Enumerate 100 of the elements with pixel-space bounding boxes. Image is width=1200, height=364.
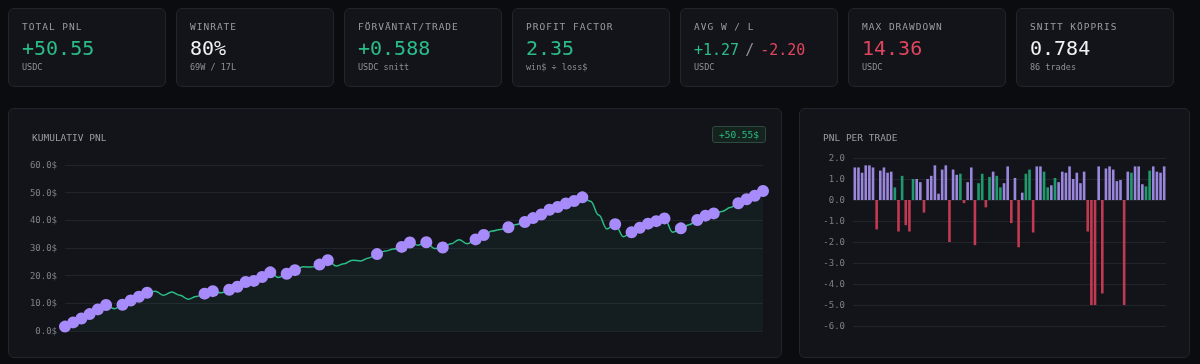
text: / (745, 41, 755, 59)
point (691, 214, 704, 227)
bar (1020, 192, 1024, 200)
y-tick-label: -3.0 (823, 258, 845, 268)
y-tick-label: -4.0 (823, 279, 845, 289)
text: win$ ÷ loss$ (526, 62, 589, 72)
y-tick-label: 60.0$ (29, 160, 57, 170)
y-tick-label: 20.0$ (29, 270, 57, 281)
bar (1010, 200, 1013, 224)
y-tick-label: -6.0 (823, 321, 845, 331)
point (757, 185, 769, 197)
point (436, 241, 449, 254)
bar (944, 165, 948, 200)
point (141, 286, 154, 299)
text: USDC (22, 62, 44, 72)
bar (980, 173, 984, 200)
point (576, 191, 589, 204)
bar (1068, 166, 1071, 200)
bar (1126, 171, 1130, 200)
bar (1006, 166, 1009, 200)
bar (1039, 166, 1042, 200)
text: +1.27 (694, 41, 740, 59)
point (502, 221, 515, 234)
bar (1148, 170, 1151, 200)
point (100, 299, 113, 311)
text: 14.36 (862, 36, 923, 60)
bar (1130, 172, 1133, 200)
point (674, 222, 687, 235)
text: TOTAL PNL (22, 21, 84, 32)
text: -2.20 (760, 41, 806, 59)
point (264, 266, 277, 279)
bar (988, 176, 991, 200)
y-tick-label: -2.0 (823, 237, 845, 247)
y-tick-label: 10.0$ (29, 298, 57, 309)
point (206, 285, 219, 298)
text: AVG W / L (694, 21, 756, 32)
point (403, 236, 416, 249)
bar (1017, 200, 1020, 248)
text: USDC snitt (358, 62, 411, 72)
bar (1035, 166, 1039, 200)
text: WINRATE (190, 21, 239, 32)
point (321, 254, 334, 267)
bar (868, 165, 871, 200)
bar (897, 200, 900, 232)
text: 80% (190, 36, 227, 60)
bar (908, 200, 911, 232)
bar (1060, 171, 1064, 200)
y-tick-label: -1.0 (823, 216, 845, 226)
bar (1137, 166, 1141, 200)
bar (1097, 166, 1100, 200)
y-tick-label: 0.0 (828, 195, 845, 205)
bar (1101, 200, 1104, 294)
bar (878, 170, 882, 200)
bar (955, 174, 959, 200)
bar (875, 200, 878, 230)
text: +50.55$ (711, 126, 766, 143)
bar (1151, 166, 1155, 200)
y-tick-label: 50.0$ (29, 187, 57, 198)
text: +50.55 (22, 36, 95, 60)
text: SNITT KÖPPRIS (1030, 21, 1119, 32)
chart-title: KUMULATIV PNL (32, 131, 107, 143)
text: USDC (862, 62, 884, 72)
text: 69W / 17L (190, 62, 238, 72)
point (420, 236, 433, 249)
chart-title: PNL PER TRADE (823, 131, 898, 143)
text: FÖRVÄNTAT/TRADE (358, 21, 460, 32)
point (707, 207, 720, 220)
text: 2.35 (526, 36, 575, 60)
text: PROFIT FACTOR (526, 21, 615, 32)
bar (864, 165, 868, 200)
text: USDC (694, 62, 716, 72)
point (477, 229, 490, 241)
bar (1119, 180, 1122, 200)
bar (959, 173, 962, 200)
bar (995, 175, 999, 200)
text: 0.784 (1030, 36, 1091, 60)
bar (926, 179, 929, 200)
bar (1050, 185, 1053, 200)
bar (948, 200, 951, 242)
text: 86 trades (1030, 62, 1078, 72)
point (288, 264, 301, 277)
y-tick-label: 2.0 (828, 153, 845, 163)
y-tick-label: 0.0$ (35, 326, 57, 336)
point (609, 218, 622, 231)
bar (889, 171, 893, 200)
bar (915, 179, 918, 200)
y-tick-label: 40.0$ (29, 215, 57, 226)
text: +0.588 (358, 36, 431, 60)
bar (1108, 166, 1111, 200)
text: MAX DRAWDOWN (862, 21, 944, 32)
bar (969, 167, 973, 200)
y-tick-label: 30.0$ (29, 243, 57, 253)
y-tick-label: 1.0 (828, 174, 845, 184)
bar (919, 182, 922, 200)
bar (1090, 200, 1093, 305)
bar (1028, 169, 1031, 200)
point (658, 212, 671, 225)
point (371, 248, 384, 261)
bar (857, 167, 860, 200)
y-tick-label: -5.0 (823, 300, 845, 310)
